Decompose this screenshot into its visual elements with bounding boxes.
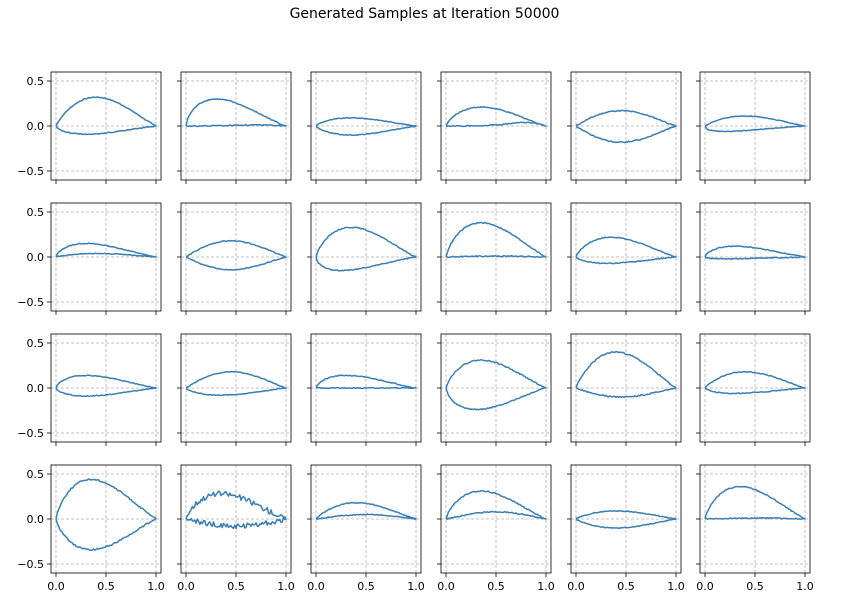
- airfoil-line: [55, 242, 157, 258]
- subplot-3-6: [696, 333, 811, 446]
- subplot-3-1: −0.5 0.0 0.5: [17, 333, 162, 446]
- airfoil-line: [315, 226, 417, 272]
- x-tick-label: 1.0: [537, 580, 555, 593]
- subplot-1-1: −0.5 0.0 0.5: [17, 71, 162, 184]
- airfoil-line: [315, 116, 417, 137]
- subplot-1-3: [307, 71, 422, 184]
- airfoil-line: [185, 370, 287, 397]
- x-tick-label: 0.0: [696, 580, 714, 593]
- airfoil-line: [185, 490, 287, 530]
- y-tick-label: −0.5: [17, 558, 44, 571]
- x-tick-label: 0.0: [177, 580, 195, 593]
- figure-title: Generated Samples at Iteration 50000: [289, 6, 560, 22]
- subplot-3-5: [567, 333, 682, 446]
- airfoil-line: [55, 96, 157, 136]
- y-tick-label: 0.5: [27, 206, 45, 219]
- y-tick-label: −0.5: [17, 296, 44, 309]
- subplot-3-2: [177, 333, 292, 446]
- x-tick-label: 0.5: [227, 580, 245, 593]
- airfoil-line: [315, 501, 417, 520]
- x-tick-label: 0.0: [47, 580, 65, 593]
- airfoil-line: [55, 374, 157, 398]
- airfoil-line: [575, 109, 677, 144]
- airfoil-line: [445, 489, 547, 520]
- subplot-4-4: 0.0 0.5 1.0: [437, 464, 555, 593]
- x-tick-label: 1.0: [277, 580, 295, 593]
- x-tick-label: 0.5: [746, 580, 764, 593]
- subplot-2-5: [567, 202, 682, 315]
- x-tick-label: 1.0: [796, 580, 814, 593]
- y-tick-label: 0.0: [27, 382, 45, 395]
- x-tick-label: 0.5: [357, 580, 375, 593]
- airfoil-line: [55, 478, 157, 551]
- subplot-3-3: [307, 333, 422, 446]
- x-tick-label: 0.5: [487, 580, 505, 593]
- airfoil-line: [185, 239, 287, 271]
- airfoil-line: [704, 370, 806, 395]
- x-tick-label: 0.5: [97, 580, 115, 593]
- airfoil-line: [445, 358, 547, 411]
- subplot-4-2: 0.0 0.5 1.0: [177, 464, 295, 593]
- subplot-1-6: [696, 71, 811, 184]
- x-tick-label: 0.0: [437, 580, 455, 593]
- airfoil-line: [704, 485, 806, 520]
- airfoil-line: [185, 98, 287, 128]
- subplot-1-5: [567, 71, 682, 184]
- airfoil-line: [704, 245, 806, 260]
- subplot-2-1: −0.5 0.0 0.5: [17, 202, 162, 315]
- airfoil-line: [704, 115, 806, 133]
- subplot-4-5: 0.0 0.5 1.0: [567, 464, 685, 593]
- y-tick-label: 0.0: [27, 513, 45, 526]
- subplot-2-4: [437, 202, 552, 315]
- airfoil-line: [445, 105, 547, 128]
- y-tick-label: 0.5: [27, 468, 45, 481]
- y-tick-label: 0.5: [27, 75, 45, 88]
- y-tick-label: 0.5: [27, 337, 45, 350]
- airfoil-line: [445, 221, 547, 259]
- subplot-2-2: [177, 202, 292, 315]
- subplot-3-4: [437, 333, 552, 446]
- y-tick-label: 0.0: [27, 251, 45, 264]
- y-tick-label: −0.5: [17, 165, 44, 178]
- x-tick-label: 1.0: [147, 580, 165, 593]
- airfoil-line: [315, 374, 417, 390]
- airfoil-line: [575, 509, 677, 529]
- subplot-4-6: 0.0 0.5 1.0: [696, 464, 814, 593]
- subplot-1-4: [437, 71, 552, 184]
- x-tick-label: 1.0: [667, 580, 685, 593]
- y-tick-label: 0.0: [27, 120, 45, 133]
- airfoil-line: [575, 236, 677, 265]
- x-tick-label: 0.0: [567, 580, 585, 593]
- subplot-1-2: [177, 71, 292, 184]
- subplot-4-3: 0.0 0.5 1.0: [307, 464, 425, 593]
- airfoil-line: [575, 350, 677, 399]
- subplot-2-3: [307, 202, 422, 315]
- x-tick-label: 1.0: [407, 580, 425, 593]
- y-tick-label: −0.5: [17, 427, 44, 440]
- x-tick-label: 0.0: [307, 580, 325, 593]
- x-tick-label: 0.5: [617, 580, 635, 593]
- subplot-4-1: −0.50.00.50.0 0.5 1.0: [17, 464, 165, 593]
- subplot-2-6: [696, 202, 811, 315]
